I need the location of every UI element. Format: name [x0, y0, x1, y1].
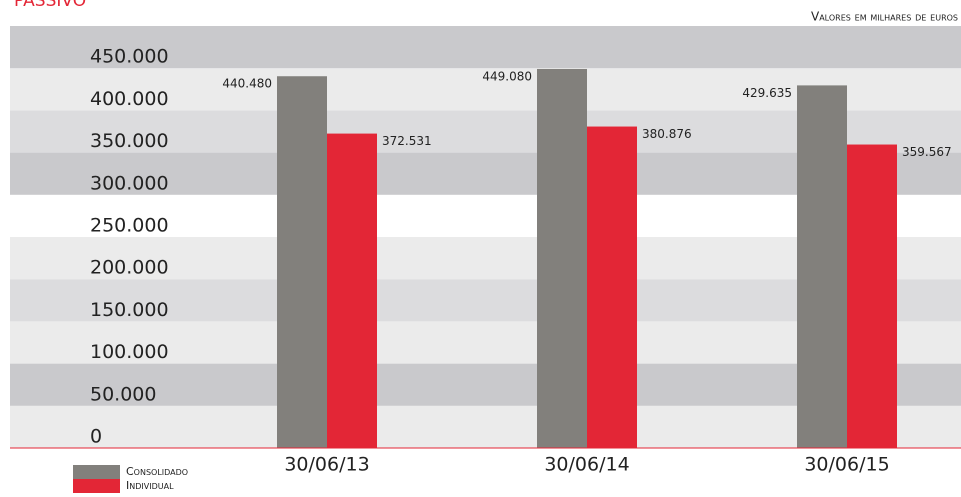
y-tick-label: 350.000: [90, 130, 169, 152]
legend-label: Consolidado: [126, 465, 188, 478]
legend-label: Individual: [126, 479, 174, 492]
bar: [847, 144, 897, 448]
y-tick-label: 100.000: [90, 341, 169, 363]
bar: [587, 126, 637, 449]
chart-subtitle: Valores em milhares de euros: [811, 10, 958, 24]
value-label: 449.080: [482, 69, 532, 83]
y-tick-label: 200.000: [90, 257, 169, 279]
value-label: 429.635: [742, 86, 792, 100]
band: [10, 26, 961, 69]
y-tick-label: 300.000: [90, 172, 169, 194]
value-label: 440.480: [222, 77, 272, 91]
y-tick-label: 50.000: [90, 383, 156, 405]
bar: [277, 76, 327, 449]
x-tick-label: 30/06/13: [284, 454, 369, 476]
y-tick-label: 400.000: [90, 88, 169, 110]
bar: [327, 133, 377, 448]
y-tick-label: 150.000: [90, 299, 169, 321]
value-label: 359.567: [902, 145, 952, 159]
x-tick-label: 30/06/14: [544, 454, 629, 476]
y-tick-label: 0: [90, 426, 102, 448]
chart-title: Passivo: [14, 0, 86, 11]
y-tick-label: 250.000: [90, 215, 169, 237]
y-tick-label: 450.000: [90, 46, 169, 68]
bar: [537, 68, 587, 449]
legend-swatch: [73, 465, 120, 479]
value-label: 380.876: [642, 127, 692, 141]
bar: [797, 85, 847, 448]
x-tick-label: 30/06/15: [804, 454, 889, 476]
legend-swatch: [73, 479, 120, 493]
value-label: 372.531: [382, 134, 432, 148]
